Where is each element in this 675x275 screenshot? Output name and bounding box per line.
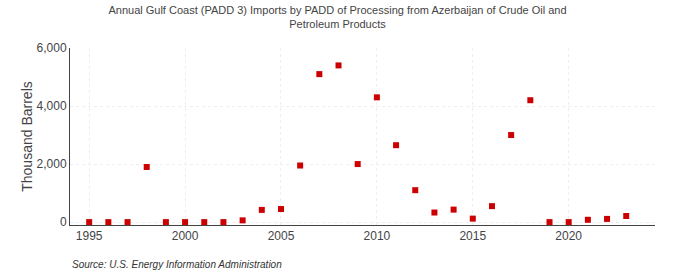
svg-text:2020: 2020 [555, 229, 582, 243]
svg-text:4,000: 4,000 [37, 99, 67, 113]
svg-text:2005: 2005 [268, 229, 295, 243]
svg-text:1995: 1995 [76, 229, 103, 243]
svg-text:Annual Gulf Coast (PADD 3) Imp: Annual Gulf Coast (PADD 3) Imports by PA… [108, 4, 566, 30]
svg-text:Source: U.S. Energy Informatio: Source: U.S. Energy Information Administ… [72, 259, 282, 270]
svg-text:2000: 2000 [172, 229, 199, 243]
svg-text:Thousand Barrels: Thousand Barrels [19, 81, 35, 192]
svg-text:2015: 2015 [459, 229, 486, 243]
svg-text:0: 0 [60, 215, 67, 229]
svg-text:2,000: 2,000 [37, 157, 67, 171]
svg-text:2010: 2010 [364, 229, 391, 243]
svg-text:6,000: 6,000 [37, 41, 67, 55]
